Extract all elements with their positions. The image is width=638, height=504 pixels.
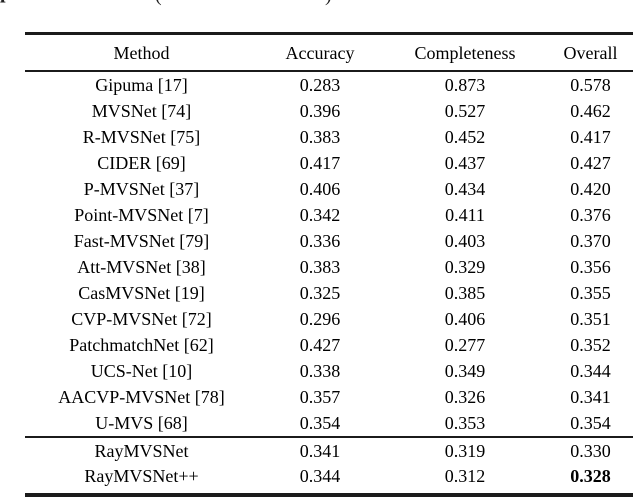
overall-cell: 0.462 — [570, 101, 611, 121]
column-header-completeness: Completeness — [414, 42, 516, 63]
overall-cell: 0.351 — [570, 309, 611, 329]
completeness-cell: 0.406 — [444, 309, 486, 329]
table-top-rule — [25, 32, 633, 35]
accuracy-cell: 0.283 — [299, 75, 341, 95]
completeness-cell: 0.452 — [444, 127, 486, 147]
accuracy-cell: 0.383 — [299, 257, 341, 277]
accuracy-cell: 0.357 — [299, 387, 341, 407]
overall-cell: 0.355 — [570, 283, 611, 303]
accuracy-cell: 0.427 — [299, 335, 341, 355]
completeness-cell: 0.319 — [444, 440, 486, 461]
completeness-cell: 0.277 — [444, 335, 486, 355]
method-cell: Gipuma [17] — [95, 75, 188, 95]
accuracy-cell: 0.338 — [299, 361, 341, 381]
accuracy-cell: 0.342 — [299, 205, 341, 225]
overall-cell: 0.354 — [570, 413, 611, 433]
method-cell: CIDER [69] — [97, 153, 186, 173]
table-row: Fast-MVSNet [79] 0.336 0.403 0.370 — [25, 228, 633, 254]
table-row: Point-MVSNet [7] 0.342 0.411 0.376 — [25, 202, 633, 228]
method-cell: U-MVS [68] — [95, 413, 188, 433]
column-header-accuracy: Accuracy — [285, 42, 355, 63]
overall-cell: 0.352 — [570, 335, 611, 355]
overall-cell: 0.341 — [570, 387, 611, 407]
table-bottom-rule — [25, 493, 633, 497]
caption-fragment-open-paren: ( — [155, 0, 169, 6]
accuracy-cell: 0.336 — [299, 231, 341, 251]
column-header-overall: Overall — [563, 42, 618, 63]
completeness-cell: 0.527 — [444, 101, 486, 121]
completeness-cell: 0.353 — [444, 413, 486, 433]
method-cell: CasMVSNet [19] — [78, 283, 205, 303]
overall-cell: 0.578 — [570, 75, 611, 95]
accuracy-cell: 0.406 — [299, 179, 341, 199]
overall-cell: 0.356 — [570, 257, 611, 277]
overall-cell: 0.330 — [570, 440, 611, 461]
overall-cell: 0.427 — [570, 153, 611, 173]
overall-cell: 0.376 — [570, 205, 611, 225]
method-cell: PatchmatchNet [62] — [69, 335, 214, 355]
table-header-row: Method Accuracy Completeness Overall — [25, 35, 633, 70]
accuracy-cell: 0.341 — [299, 440, 341, 461]
table-row: P-MVSNet [37] 0.406 0.434 0.420 — [25, 176, 633, 202]
overall-cell: 0.420 — [570, 179, 611, 199]
caption-fragment-left: p — [0, 0, 12, 6]
accuracy-cell: 0.296 — [299, 309, 341, 329]
table-row: UCS-Net [10] 0.338 0.349 0.344 — [25, 358, 633, 384]
completeness-cell: 0.873 — [444, 75, 486, 95]
accuracy-cell: 0.396 — [299, 101, 341, 121]
completeness-cell: 0.385 — [444, 283, 486, 303]
accuracy-cell: 0.354 — [299, 413, 341, 433]
table-row: MVSNet [74] 0.396 0.527 0.462 — [25, 98, 633, 124]
results-table: Method Accuracy Completeness Overall Gip… — [25, 32, 633, 497]
method-cell: MVSNet [74] — [91, 101, 192, 121]
table-row-raymvsnet-pp: RayMVSNet++ 0.344 0.312 0.328 — [25, 463, 633, 488]
overall-cell: 0.370 — [570, 231, 611, 251]
completeness-cell: 0.411 — [445, 205, 485, 225]
overall-cell: 0.417 — [570, 127, 611, 147]
completeness-cell: 0.329 — [444, 257, 486, 277]
table-row: PatchmatchNet [62] 0.427 0.277 0.352 — [25, 332, 633, 358]
method-cell: Fast-MVSNet [79] — [73, 231, 210, 251]
completeness-cell: 0.434 — [444, 179, 486, 199]
column-header-method: Method — [113, 42, 170, 63]
accuracy-cell: 0.417 — [299, 153, 341, 173]
method-cell: R-MVSNet [75] — [82, 127, 201, 147]
table-row: Att-MVSNet [38] 0.383 0.329 0.356 — [25, 254, 633, 280]
completeness-cell: 0.326 — [444, 387, 486, 407]
method-cell: Att-MVSNet [38] — [77, 257, 206, 277]
completeness-cell: 0.437 — [444, 153, 486, 173]
table-row: CasMVSNet [19] 0.325 0.385 0.355 — [25, 280, 633, 306]
table-header-rule — [25, 70, 633, 72]
method-cell: RayMVSNet++ — [84, 465, 199, 486]
table-row: Gipuma [17] 0.283 0.873 0.578 — [25, 72, 633, 98]
table-row: AACVP-MVSNet [78] 0.357 0.326 0.341 — [25, 384, 633, 410]
table-mid-rule — [25, 436, 633, 438]
accuracy-cell: 0.325 — [299, 283, 341, 303]
method-cell: AACVP-MVSNet [78] — [58, 387, 225, 407]
completeness-cell: 0.403 — [444, 231, 486, 251]
completeness-cell: 0.349 — [444, 361, 486, 381]
table-row: CIDER [69] 0.417 0.437 0.427 — [25, 150, 633, 176]
table-row: R-MVSNet [75] 0.383 0.452 0.417 — [25, 124, 633, 150]
table-row: U-MVS [68] 0.354 0.353 0.354 — [25, 410, 633, 436]
method-cell: RayMVSNet — [94, 440, 189, 461]
table-row: CVP-MVSNet [72] 0.296 0.406 0.351 — [25, 306, 633, 332]
table-row-raymvsnet: RayMVSNet 0.341 0.319 0.330 — [25, 438, 633, 463]
table-body: Gipuma [17] 0.283 0.873 0.578 MVSNet [74… — [25, 72, 633, 436]
method-cell: Point-MVSNet [7] — [74, 205, 209, 225]
overall-cell: 0.344 — [570, 361, 611, 381]
method-cell: CVP-MVSNet [72] — [71, 309, 212, 329]
accuracy-cell: 0.344 — [299, 465, 341, 486]
caption-fragment-close-paren: ) — [325, 0, 339, 6]
method-cell: P-MVSNet [37] — [83, 179, 200, 199]
accuracy-cell: 0.383 — [299, 127, 341, 147]
overall-cell-best: 0.328 — [570, 465, 611, 486]
method-cell: UCS-Net [10] — [90, 361, 193, 381]
completeness-cell: 0.312 — [444, 465, 486, 486]
